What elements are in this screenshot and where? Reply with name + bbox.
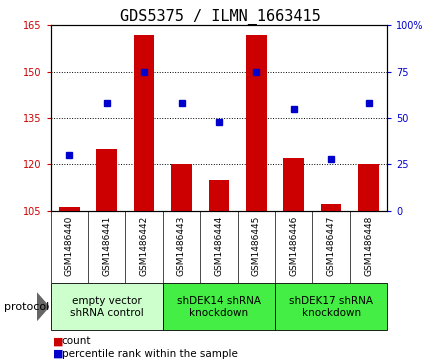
Text: ■: ■ bbox=[53, 336, 63, 346]
Bar bbox=[96, 149, 117, 211]
Bar bbox=[134, 35, 154, 211]
Bar bbox=[59, 208, 80, 211]
Bar bbox=[283, 158, 304, 211]
Text: GSM1486441: GSM1486441 bbox=[102, 215, 111, 276]
Bar bbox=[321, 204, 341, 211]
Text: GSM1486443: GSM1486443 bbox=[177, 215, 186, 276]
Text: percentile rank within the sample: percentile rank within the sample bbox=[62, 349, 238, 359]
Bar bbox=[171, 164, 192, 211]
Bar bbox=[51, 283, 163, 330]
Text: protocol: protocol bbox=[4, 302, 50, 312]
Bar bbox=[275, 283, 387, 330]
Bar bbox=[209, 180, 229, 211]
Text: GSM1486442: GSM1486442 bbox=[139, 215, 149, 276]
Text: shDEK17 shRNA
knockdown: shDEK17 shRNA knockdown bbox=[289, 296, 373, 318]
Text: GSM1486440: GSM1486440 bbox=[65, 215, 74, 276]
Bar bbox=[358, 164, 379, 211]
Text: GSM1486446: GSM1486446 bbox=[289, 215, 298, 276]
Polygon shape bbox=[37, 293, 49, 321]
Text: GSM1486444: GSM1486444 bbox=[214, 215, 224, 276]
Text: GSM1486448: GSM1486448 bbox=[364, 215, 373, 276]
Text: shDEK14 shRNA
knockdown: shDEK14 shRNA knockdown bbox=[177, 296, 261, 318]
Bar bbox=[246, 35, 267, 211]
Text: count: count bbox=[62, 336, 91, 346]
Bar bbox=[163, 283, 275, 330]
Text: ■: ■ bbox=[53, 349, 63, 359]
Text: GSM1486445: GSM1486445 bbox=[252, 215, 261, 276]
Text: GDS5375 / ILMN_1663415: GDS5375 / ILMN_1663415 bbox=[120, 9, 320, 25]
Text: empty vector
shRNA control: empty vector shRNA control bbox=[70, 296, 143, 318]
Text: GSM1486447: GSM1486447 bbox=[326, 215, 336, 276]
